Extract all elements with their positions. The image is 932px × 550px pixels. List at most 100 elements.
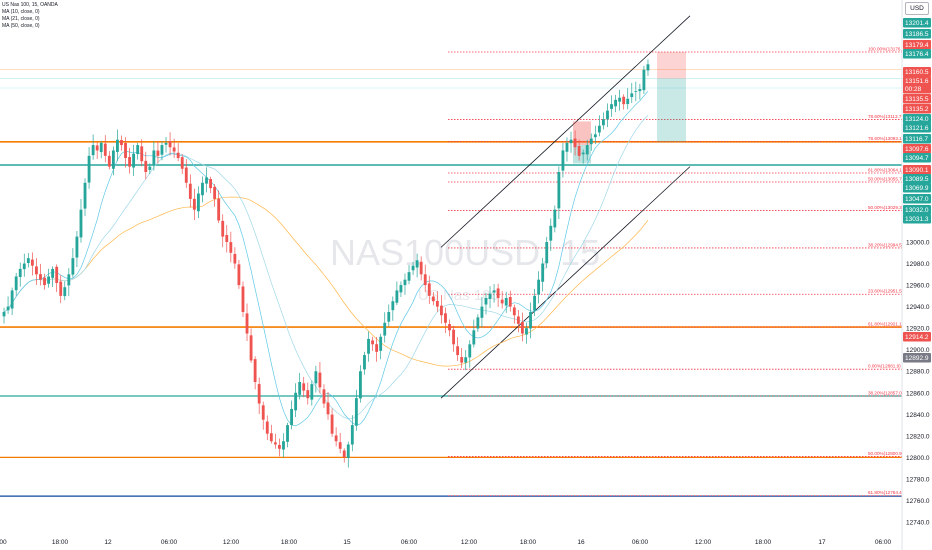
candle-body	[484, 298, 488, 305]
y-tick-label-8: 12900.0	[906, 347, 930, 354]
fib-label-6: 38.20%(12994.5)	[868, 242, 904, 247]
candle-body	[529, 312, 532, 329]
channel-upper-line	[440, 15, 691, 248]
fib-label-4: 50.00%(13055.7)	[868, 177, 904, 182]
y-tick-label-9: 12920.0	[906, 326, 930, 333]
candle-body	[201, 182, 204, 196]
price-tag-16	[903, 183, 931, 193]
candle-body	[10, 290, 14, 309]
price-tag-text-21: 12892.9	[905, 355, 929, 362]
candle-body	[387, 312, 391, 322]
candle-body	[63, 287, 67, 297]
candle-body	[363, 355, 366, 370]
candle-body	[286, 425, 289, 442]
candle-body	[593, 134, 597, 138]
y-tick-label-11: 12960.0	[906, 283, 930, 290]
candle-body	[326, 402, 330, 415]
candle-body	[314, 371, 318, 384]
candle-body	[476, 317, 480, 329]
legend-ma-21[interactable]: MA (21, close, 0)	[2, 16, 40, 22]
x-tick-label-1: 18:00	[52, 539, 69, 546]
candle-body	[51, 268, 55, 278]
candle-body	[205, 177, 208, 184]
candle-body	[431, 296, 435, 302]
candle-body	[407, 272, 411, 281]
fib-label-3: 61.80%(13064.1)	[868, 167, 904, 172]
legend-ma-10[interactable]: MA (10, close, 0)	[2, 9, 40, 15]
candle-body	[261, 405, 265, 420]
ma-10-line	[3, 90, 649, 427]
candle-body	[180, 157, 184, 169]
candle-body	[225, 235, 229, 242]
candle-body	[233, 253, 237, 264]
candle-body	[217, 198, 221, 221]
price-tag-text-14: 13090.1	[905, 167, 929, 174]
candle-body	[391, 301, 395, 311]
y-tick-label-0: 12740.0	[906, 520, 930, 527]
candle-body	[184, 167, 188, 183]
candle-body	[525, 328, 528, 335]
candle-body	[294, 392, 298, 411]
x-tick-label-2: 12	[104, 539, 112, 546]
y-tick-label-6: 12860.0	[906, 390, 930, 397]
price-tag-9	[903, 114, 931, 124]
candle-body	[144, 160, 148, 172]
currency-button[interactable]: USD	[905, 2, 929, 15]
candle-body	[132, 153, 136, 168]
price-tag-3	[903, 49, 931, 59]
candle-body	[521, 321, 524, 334]
price-tag-text-19: 13031.3	[905, 216, 929, 223]
candle-body	[245, 313, 249, 334]
candle-body	[310, 384, 314, 400]
x-tick-label-9: 18:00	[520, 539, 537, 546]
fib-label-1: 78.60%(13113.7)	[868, 114, 903, 119]
candle-body	[367, 338, 370, 354]
candle-body	[91, 145, 95, 156]
price-tag-14	[903, 165, 931, 175]
candle-body	[136, 145, 140, 155]
candle-body	[237, 264, 241, 286]
y-tick-label-4: 12820.0	[906, 433, 930, 440]
candle-body	[26, 258, 30, 263]
candle-body	[468, 344, 472, 358]
candle-body	[75, 236, 79, 258]
position-stop-area	[657, 52, 686, 79]
candle-body	[399, 285, 403, 293]
y-tick-label-2: 12780.0	[906, 476, 930, 483]
price-tag-20	[903, 332, 931, 342]
candle-body	[43, 277, 46, 286]
candle-body	[83, 182, 87, 209]
legend-symbol[interactable]: US Nas 100, 15, OANDA	[2, 2, 58, 8]
candle-body	[537, 279, 541, 295]
chart-legend: US Nas 100, 15, OANDA MA (10, close, 0) …	[2, 2, 58, 30]
candle-body	[375, 344, 379, 352]
candle-body	[448, 324, 451, 331]
candle-body	[565, 142, 569, 152]
candle-body	[79, 209, 83, 238]
candle-body	[59, 281, 63, 296]
fib-label-2: 78.60%(13093.1)	[868, 136, 904, 141]
candle-body	[577, 146, 581, 156]
watermark-symbol: NAS100USD, 15	[330, 232, 600, 273]
candle-body	[618, 97, 622, 102]
candle-body	[488, 293, 492, 299]
fib-label-7: 23.60%(12951.5)	[868, 289, 904, 294]
candle-body	[585, 145, 589, 155]
price-tag-text-9: 13124.0	[905, 116, 929, 123]
legend-ma-50[interactable]: MA (50, close, 0)	[2, 23, 40, 29]
x-tick-label-6: 15	[343, 539, 351, 546]
candle-body	[606, 110, 609, 120]
candle-body	[302, 383, 306, 391]
candle-body	[403, 279, 407, 286]
x-tick-label-0: 00	[0, 539, 7, 546]
price-tag-15	[903, 174, 931, 184]
candle-body	[282, 441, 285, 450]
x-tick-label-8: 12:00	[461, 539, 478, 546]
candle-body	[39, 274, 42, 280]
candle-body	[452, 329, 455, 345]
price-tag-10	[903, 123, 931, 133]
candle-body	[265, 421, 269, 434]
candle-body	[298, 382, 302, 395]
